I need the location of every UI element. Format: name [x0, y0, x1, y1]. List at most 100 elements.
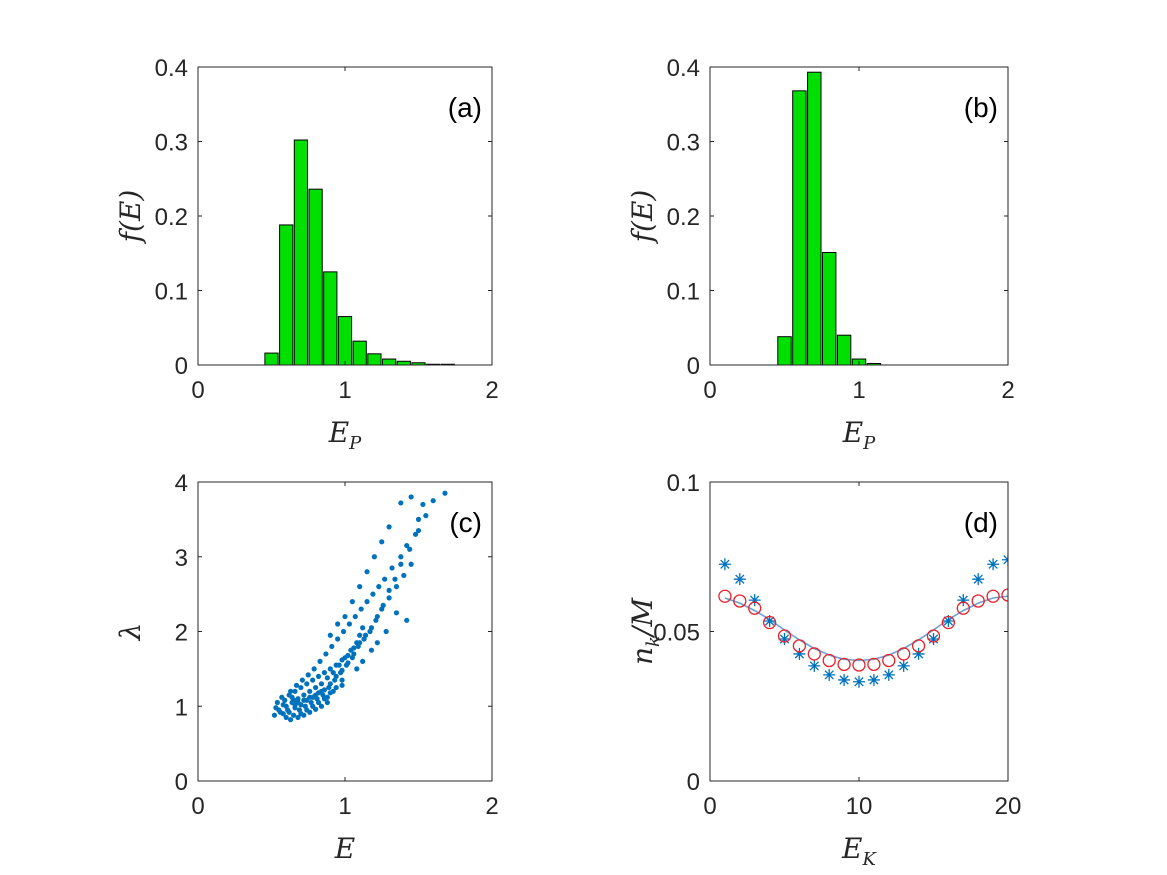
scatter-point: [380, 602, 386, 608]
scatter-point: [415, 527, 422, 534]
scatter-point: [323, 651, 329, 657]
scatter-point: [305, 672, 311, 678]
x-tick-label: 2: [1001, 377, 1014, 404]
star-marker: [897, 659, 910, 672]
x-axis-label: E: [334, 832, 355, 865]
circle-marker: [777, 629, 792, 643]
scatter-point: [346, 621, 353, 627]
scatter-point: [358, 606, 364, 612]
bar: [381, 358, 397, 365]
circle-marker: [926, 629, 941, 643]
circle-marker: [852, 658, 866, 672]
bar: [323, 271, 338, 365]
y-tick-label: 0: [175, 353, 188, 380]
scatter-point: [318, 681, 325, 687]
scatter-point: [313, 692, 319, 698]
scatter-point: [339, 677, 345, 683]
y-tick-label: 4: [175, 470, 188, 497]
scatter-point: [371, 554, 377, 560]
scatter-point: [282, 697, 288, 703]
bar: [807, 71, 822, 365]
scatter-point: [318, 703, 325, 709]
scatter-point: [290, 697, 297, 703]
scatter-point: [398, 561, 404, 567]
scatter-point: [283, 714, 289, 721]
scatter-point: [288, 717, 294, 723]
panel-letter: (b): [964, 92, 998, 123]
circle-marker: [762, 615, 777, 630]
panel-letter: (d): [964, 507, 998, 538]
scatter-point: [313, 684, 319, 691]
scatter-point: [339, 682, 345, 688]
y-tick-label: 0: [687, 769, 700, 796]
scatter-point: [307, 688, 313, 694]
scatter-point: [352, 613, 358, 620]
bar: [777, 336, 792, 365]
x-tick-label: 0: [703, 793, 716, 820]
bar: [866, 363, 882, 365]
y-tick-label: 0.2: [667, 204, 700, 231]
scatter-point: [339, 657, 345, 663]
y-tick-label: 0.3: [667, 130, 700, 157]
scatter-point: [317, 658, 323, 665]
scatter-point: [357, 632, 363, 638]
y-tick-label: 0.3: [155, 130, 188, 157]
scatter-point: [327, 632, 333, 638]
scatter-point: [315, 699, 322, 706]
scatter-point: [354, 666, 360, 672]
star-marker: [882, 668, 895, 681]
y-tick-label: 0: [175, 769, 188, 796]
x-tick-label: 2: [485, 793, 498, 820]
scatter-point: [337, 670, 344, 676]
y-axis-label: f(E): [626, 190, 659, 245]
plot-area: [710, 67, 1008, 365]
y-tick-label: 0.05: [653, 620, 700, 647]
circle-marker: [792, 639, 807, 653]
star-marker: [718, 558, 731, 571]
panel-letter: (a): [448, 92, 482, 123]
scatter-point: [351, 645, 357, 651]
star-marker: [957, 594, 970, 607]
y-axis-label: f(E): [114, 190, 147, 245]
scatter-point: [364, 569, 370, 575]
circle-marker: [956, 601, 970, 615]
x-tick-label: 1: [852, 377, 865, 404]
bar: [264, 352, 279, 365]
scatter-point: [310, 677, 316, 683]
scatter-point: [307, 694, 313, 700]
panel-b: 0 1 2 0 0.1 0.2 0.3 0.4 (b) EP f(E): [626, 55, 1015, 454]
scatter-point: [386, 524, 392, 530]
scatter-point: [290, 712, 297, 718]
scatter-point: [345, 652, 351, 659]
circle-marker: [837, 657, 851, 672]
circle-marker: [822, 653, 836, 668]
bar: [396, 360, 411, 365]
x-tick-label: 0: [191, 793, 204, 820]
panel-d: 0 10 20 0 0.05 0.1 (d) EK nk/M: [626, 470, 1021, 870]
scatter-point: [349, 599, 355, 605]
scatter-point: [299, 677, 305, 683]
scatter-point: [343, 662, 350, 668]
star-marker: [748, 594, 761, 607]
scatter-point: [398, 500, 404, 506]
x-axis-label: EK: [841, 832, 877, 870]
scatter-point: [293, 682, 300, 688]
y-tick-label: 0.4: [155, 55, 188, 82]
scatter-point: [321, 670, 328, 676]
scatter-point: [327, 690, 333, 696]
x-tick-label: 10: [846, 793, 873, 820]
y-tick-label: 0.1: [155, 279, 188, 306]
circle-marker: [897, 647, 911, 661]
star-marker: [912, 647, 925, 660]
circle-marker: [1001, 588, 1008, 602]
circle-marker: [882, 653, 896, 668]
scatter-point: [340, 628, 347, 635]
star-marker: [733, 573, 746, 586]
scatter-point: [315, 673, 322, 679]
scatter-point: [430, 498, 436, 504]
scatter-point: [295, 696, 301, 702]
circle-marker: [911, 639, 926, 653]
scatter-point: [311, 666, 317, 672]
x-tick-label: 1: [338, 793, 351, 820]
